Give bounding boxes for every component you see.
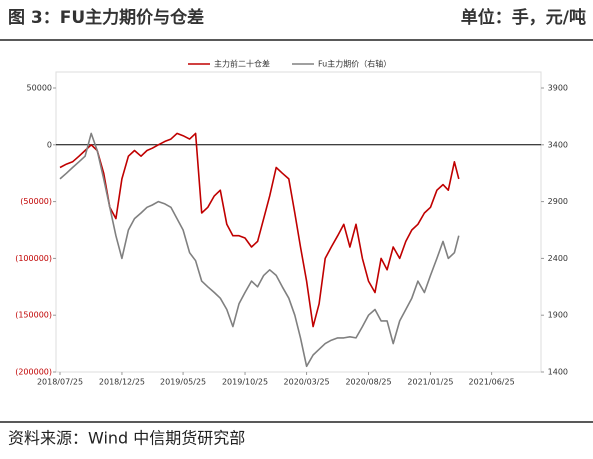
x-tick-label: 2021/06/25: [469, 378, 515, 387]
y-tick-label: 50000: [27, 84, 52, 93]
x-tick-label: 2018/07/25: [37, 378, 83, 387]
legend-label: Fu主力期价（右轴）: [318, 59, 391, 69]
y-tick-label: 0: [47, 140, 52, 149]
y-tick-label: (50000): [20, 197, 52, 206]
series-line: [59, 132, 460, 328]
source-note: 资料来源：Wind 中信期货研究部: [8, 429, 245, 448]
y-tick-label: (100000): [15, 254, 52, 263]
y2-tick-label: 3900: [548, 84, 568, 93]
chart-title: 图 3：FU主力期价与仓差: [8, 7, 204, 28]
y2-tick-label: 3400: [548, 140, 568, 149]
unit-label: 单位：手，元/吨: [461, 7, 586, 28]
plot-frame: [55, 71, 542, 373]
x-tick-label: 2019/05/25: [160, 378, 206, 387]
x-tick-label: 2020/03/25: [284, 378, 330, 387]
y2-tick-label: 1400: [548, 368, 568, 377]
legend-label: 主力前二十仓差: [214, 59, 270, 69]
y-tick-label: (150000): [15, 311, 52, 320]
y2-tick-label: 2900: [548, 197, 568, 206]
y2-tick-label: 2400: [548, 254, 568, 263]
x-tick-label: 2018/12/25: [99, 378, 145, 387]
x-tick-label: 2019/10/25: [222, 378, 268, 387]
x-tick-label: 2021/01/25: [407, 378, 453, 387]
y2-tick-label: 1900: [548, 311, 568, 320]
x-tick-label: 2020/08/25: [345, 378, 391, 387]
series-line: [59, 132, 460, 368]
y-tick-label: (200000): [15, 368, 52, 377]
